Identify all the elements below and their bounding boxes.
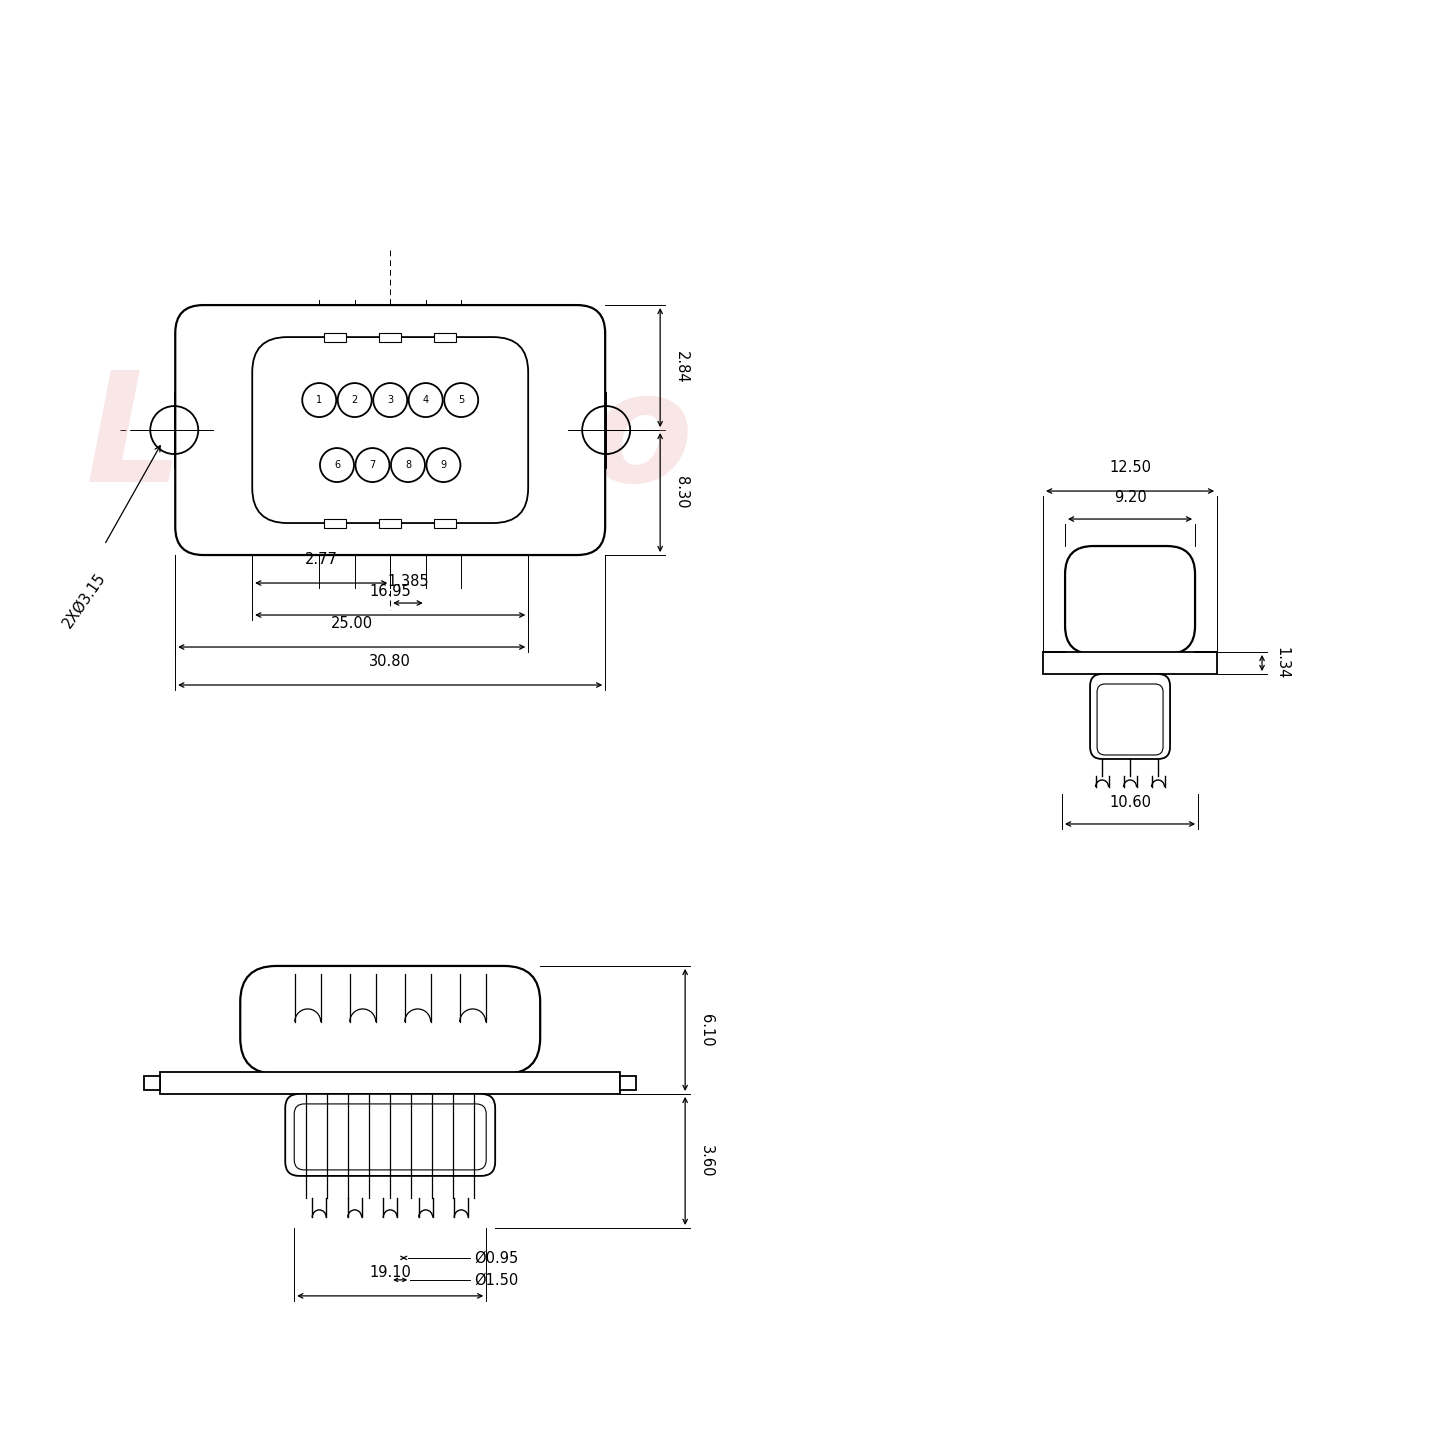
FancyBboxPatch shape	[1090, 674, 1171, 759]
Text: 9: 9	[441, 459, 446, 469]
Text: 6.10: 6.10	[700, 1014, 714, 1047]
Text: 19.10: 19.10	[369, 1264, 412, 1280]
Text: 2: 2	[351, 395, 359, 405]
Bar	[144, 1076, 160, 1090]
Text: 4: 4	[423, 395, 429, 405]
Text: 25.00: 25.00	[331, 616, 373, 631]
Text: 2XØ3.15: 2XØ3.15	[60, 570, 108, 631]
Bar	[1043, 652, 1217, 674]
Text: 10.60: 10.60	[1109, 795, 1151, 809]
FancyBboxPatch shape	[1097, 684, 1164, 755]
Text: Ø0.95: Ø0.95	[474, 1250, 518, 1266]
Text: 7: 7	[369, 459, 376, 469]
Bar	[324, 333, 346, 341]
FancyBboxPatch shape	[240, 966, 540, 1074]
Text: 1: 1	[317, 395, 323, 405]
Bar	[621, 1076, 636, 1090]
Bar	[435, 333, 456, 341]
Text: 8.30: 8.30	[674, 477, 690, 508]
FancyBboxPatch shape	[252, 337, 528, 523]
FancyBboxPatch shape	[285, 1094, 495, 1176]
Bar	[379, 518, 402, 527]
Text: 3: 3	[387, 395, 393, 405]
Text: 30.80: 30.80	[369, 654, 412, 670]
Text: 2.84: 2.84	[674, 351, 690, 384]
FancyBboxPatch shape	[1066, 546, 1195, 654]
Text: Ligawo: Ligawo	[86, 366, 694, 516]
Text: 1.34: 1.34	[1274, 647, 1289, 680]
FancyBboxPatch shape	[294, 1104, 487, 1169]
Bar	[435, 518, 456, 527]
Text: Ø1.50: Ø1.50	[474, 1273, 518, 1287]
Text: 16.95: 16.95	[369, 585, 410, 599]
Bar	[160, 1071, 621, 1094]
Text: 5: 5	[458, 395, 464, 405]
Text: 6: 6	[334, 459, 340, 469]
Text: 2.77: 2.77	[305, 552, 337, 567]
FancyBboxPatch shape	[176, 305, 605, 554]
Text: 8: 8	[405, 459, 410, 469]
Text: 12.50: 12.50	[1109, 459, 1151, 475]
Bar	[324, 518, 346, 527]
Text: 9.20: 9.20	[1113, 490, 1146, 505]
Text: 1.385: 1.385	[387, 575, 429, 589]
Text: 3.60: 3.60	[700, 1145, 714, 1176]
Bar	[379, 333, 402, 341]
